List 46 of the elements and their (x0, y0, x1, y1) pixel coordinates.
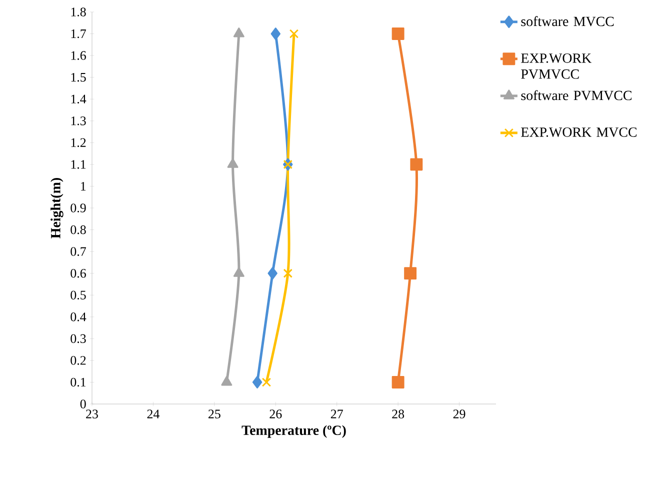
point (227, 158, 238, 168)
legend-label: software PVMVCC (521, 90, 632, 100)
point (410, 158, 423, 171)
y-tick-label: 1.2 (71, 138, 86, 148)
point (268, 267, 278, 280)
point (392, 376, 404, 388)
y-tick-label: 0.7 (70, 247, 86, 256)
x-tick-label: 28 (392, 410, 404, 418)
legend-label: EXP.WORK MVCC (521, 127, 637, 137)
x-tick-label: 29 (453, 410, 466, 418)
x-tick-label: 27 (330, 410, 343, 418)
y-tick-label: 1.3 (71, 116, 86, 126)
point (270, 28, 280, 40)
y-tick-label: 1.4 (71, 94, 86, 104)
point (283, 268, 293, 278)
point (252, 376, 262, 388)
y-tick-label: 1.6 (71, 51, 86, 60)
point (404, 267, 417, 280)
y-tick-label: 0.3 (70, 334, 86, 344)
y-tick-label: 0.1 (70, 378, 86, 387)
y-tick-label: 1 (81, 182, 86, 190)
x-axis-title: Temperature (ºC) (242, 425, 346, 438)
y-tick-label: 0.5 (70, 290, 86, 300)
y-tick-label: 1.7 (71, 29, 86, 38)
legend-label: software MVCC (521, 16, 614, 26)
y-tick-label: 1.5 (71, 72, 86, 82)
point (262, 378, 272, 387)
point (233, 28, 244, 38)
y-tick-label: 1.8 (71, 8, 86, 16)
point (221, 376, 232, 386)
point (392, 28, 404, 40)
y-axis-title: Height(m) (50, 178, 64, 238)
x-tick-label: 23 (86, 410, 98, 418)
point (233, 267, 244, 277)
y-tick-label: 0.8 (70, 225, 86, 234)
y-tick-label: 0.2 (70, 356, 86, 365)
y-tick-label: 0 (80, 400, 86, 408)
y-tick-label: 1.1 (71, 160, 86, 169)
y-tick-label: 0.4 (70, 312, 86, 322)
y-tick-label: 0.9 (70, 204, 86, 212)
x-tick-label: 24 (147, 410, 160, 418)
y-tick-label: 0.6 (70, 268, 86, 278)
point (289, 29, 299, 38)
x-tick-label: 25 (208, 410, 220, 418)
legend-label: EXP.WORK PVMVCC (521, 53, 592, 79)
x-tick-label: 26 (270, 410, 282, 418)
